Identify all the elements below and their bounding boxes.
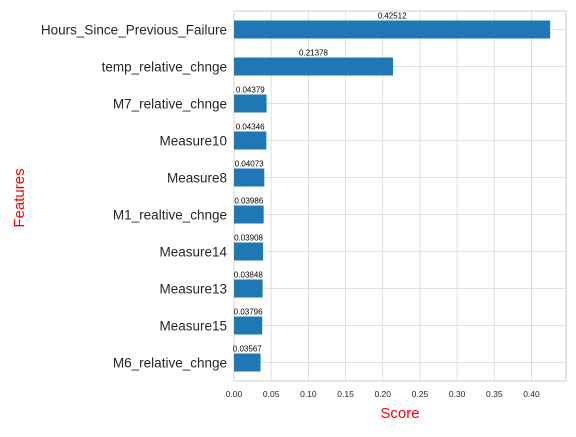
bar	[234, 242, 264, 261]
data-label: 0.04379	[236, 86, 265, 95]
data-label: 0.03796	[234, 308, 263, 317]
x-axis-title: Score	[380, 405, 419, 422]
data-label: 0.03848	[234, 271, 263, 280]
data-label: 0.03986	[234, 197, 263, 206]
y-tick-label: temp_relative_chnge	[102, 60, 227, 75]
x-tick-label: 0.15	[337, 389, 354, 399]
labels-layer: 0.42512 0.21378 0.04379 0.04346 0.04073 0.039…	[233, 12, 407, 354]
x-tick-label: 0.05	[263, 389, 280, 399]
y-tick-label: Measure13	[159, 282, 227, 297]
bar	[234, 205, 264, 224]
data-label: 0.03567	[233, 345, 262, 354]
y-axis-title: Features	[11, 168, 28, 227]
x-tick-label: 0.40	[523, 389, 540, 399]
y-tick-label: Measure10	[159, 134, 227, 149]
bar	[234, 57, 393, 76]
x-tick-label: 0.00	[226, 389, 243, 399]
bar	[234, 94, 267, 113]
data-label: 0.42512	[378, 12, 407, 21]
y-tick-label: Measure14	[159, 245, 227, 260]
y-tick-label: M7_relative_chnge	[113, 97, 227, 112]
y-tick-label: M1_realtive_chnge	[113, 208, 227, 223]
bar	[234, 20, 551, 39]
bars-layer	[234, 20, 551, 372]
y-tick-label: Measure8	[167, 171, 227, 186]
y-tick-label: M6_relative_chnge	[113, 356, 227, 371]
x-tick-label: 0.20	[374, 389, 391, 399]
bar	[234, 353, 261, 372]
bar	[234, 279, 263, 298]
bar	[234, 168, 265, 187]
x-tick-label: 0.25	[412, 389, 429, 399]
x-tick-label: 0.10	[300, 389, 317, 399]
data-label: 0.21378	[299, 49, 328, 58]
x-tick-label: 0.35	[486, 389, 503, 399]
data-label: 0.03908	[234, 234, 263, 243]
ticks-layer: 0.00 0.05 0.10 0.15 0.20 0.25 0.30 0.35 0.40 Hour…	[41, 23, 540, 400]
data-label: 0.04073	[235, 160, 264, 169]
bar	[234, 316, 263, 335]
y-tick-label: Hours_Since_Previous_Failure	[41, 23, 227, 38]
x-tick-label: 0.30	[449, 389, 466, 399]
bar	[234, 131, 267, 150]
y-tick-label: Measure15	[159, 319, 227, 334]
data-label: 0.04346	[236, 123, 265, 132]
